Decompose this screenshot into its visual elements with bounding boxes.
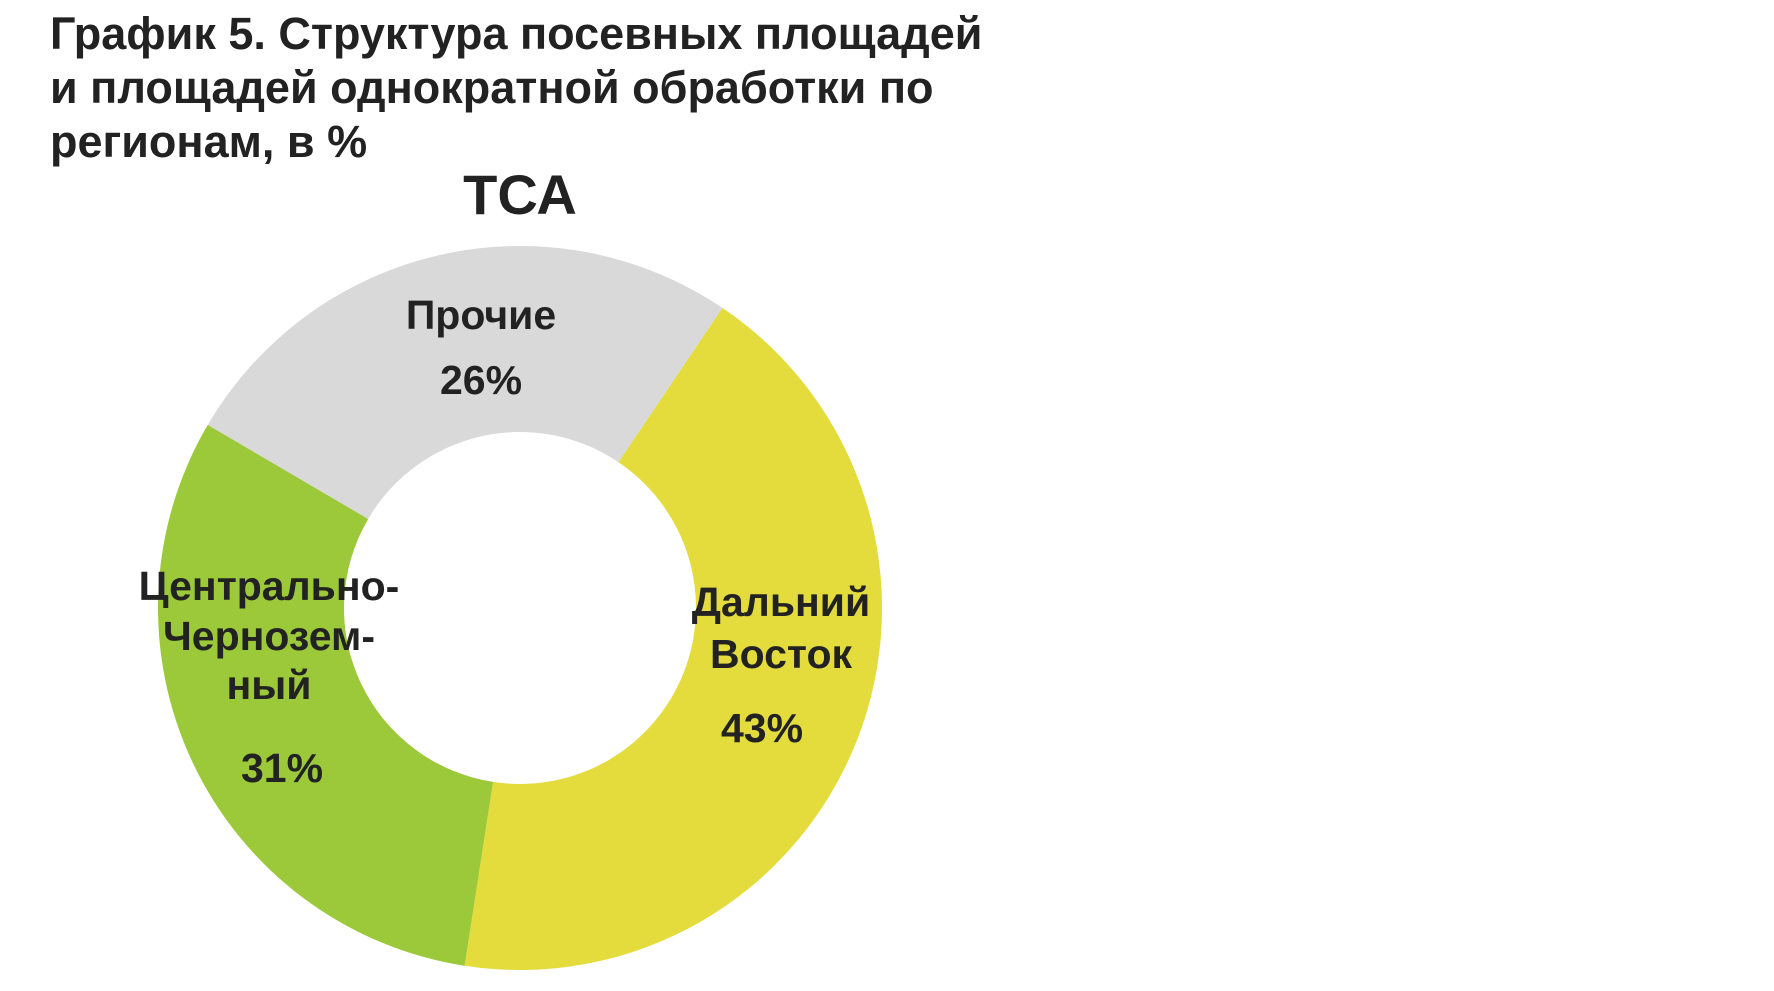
chart-title: График 5. Структура посевных площадей xyxy=(50,8,982,59)
slice-label: Прочие xyxy=(406,292,556,338)
slice-label: Дальний xyxy=(692,579,870,625)
chart-title: и площадей однократной обработки по xyxy=(50,62,934,113)
slice-label: Центрально- xyxy=(139,563,400,609)
slice-label: ный xyxy=(227,662,312,708)
donut-slice xyxy=(207,245,723,519)
chart-title: регионам, в % xyxy=(50,116,367,167)
value-label: 31% xyxy=(241,745,323,791)
chart-subtitle: ТСА xyxy=(463,163,577,226)
slice-label: Чернозем- xyxy=(163,613,375,659)
slice-label: Восток xyxy=(710,631,852,677)
donut-slice xyxy=(157,424,494,966)
value-label: 26% xyxy=(440,357,522,403)
donut-slice xyxy=(464,307,882,970)
value-label: 43% xyxy=(721,705,803,751)
